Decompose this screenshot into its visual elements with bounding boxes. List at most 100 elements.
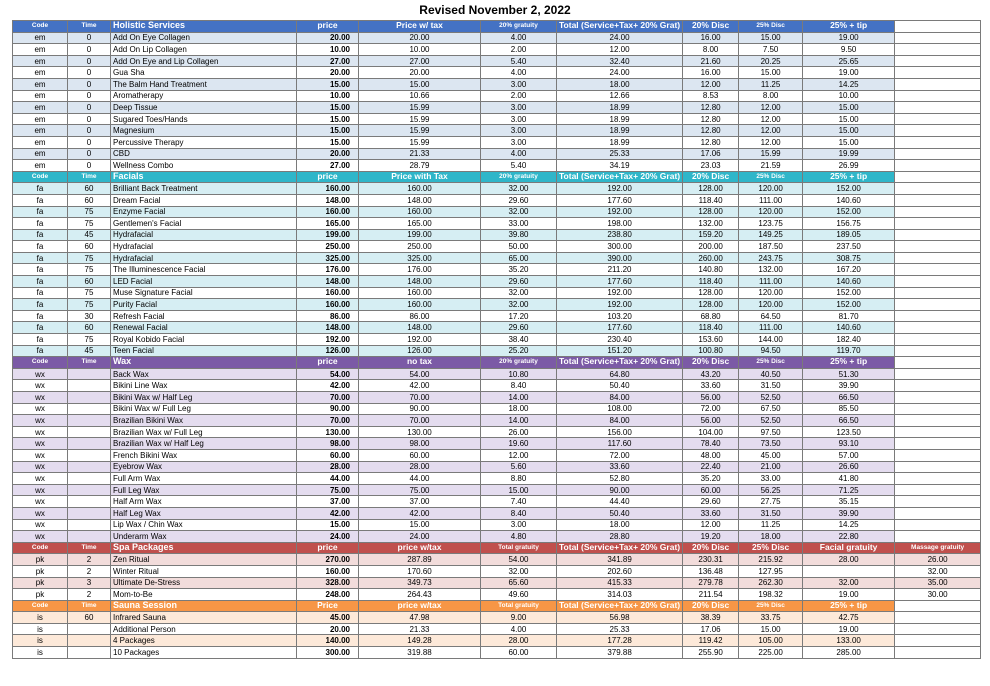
tip-cell: 167.20 <box>802 263 896 277</box>
price-tax-cell: 149.28 <box>358 634 481 648</box>
time-cell <box>67 437 111 450</box>
time-cell: 0 <box>67 66 111 79</box>
gratuity-cell: 14.00 <box>480 391 557 404</box>
tip-cell: 140.60 <box>802 193 896 207</box>
code-cell: em <box>12 147 68 161</box>
service-name-cell: Refresh Facial <box>110 309 297 323</box>
tip-cell: 14.25 <box>802 518 896 532</box>
time-cell <box>67 414 111 427</box>
code-cell: pk <box>12 553 68 566</box>
disc25-cell: 33.00 <box>738 472 804 485</box>
disc25-cell: 144.00 <box>738 333 804 346</box>
time-cell: 0 <box>67 89 111 103</box>
gratuity-cell: 7.40 <box>480 495 557 508</box>
gratuity-cell: 65.60 <box>480 576 557 590</box>
table-row: fa 75 The Illuminescence Facial 176.00 176.0… <box>12 263 982 277</box>
total-cell: 28.80 <box>555 530 684 543</box>
disc25-cell: 225.00 <box>738 646 804 659</box>
tip-cell: 26.60 <box>802 460 896 474</box>
tip-cell: 285.00 <box>802 646 896 659</box>
table-row: wx Half Leg Wax 42.00 42.00 8.40 50.40 33.60 31… <box>12 506 982 520</box>
code-cell: em <box>12 124 68 137</box>
header-gratuity: Total gratuity <box>480 541 557 555</box>
extra-cell <box>894 333 982 346</box>
total-cell: 314.03 <box>555 588 684 601</box>
total-cell: 18.00 <box>555 518 684 532</box>
disc20-cell: 140.80 <box>682 263 740 277</box>
code-cell: fa <box>12 309 68 323</box>
price-cell: 250.00 <box>296 240 359 253</box>
service-name-cell: Brazilian Bikini Wax <box>110 414 297 427</box>
gratuity-cell: 28.00 <box>480 634 557 648</box>
time-cell: 2 <box>67 553 111 566</box>
disc20-cell: 60.00 <box>682 483 740 497</box>
disc25-cell: 111.00 <box>738 321 804 335</box>
total-cell: 177.60 <box>555 275 684 288</box>
tip-cell: 15.00 <box>802 112 896 126</box>
table-row: fa 75 Gentlemen's Facial 165.00 165.00 33.00 1… <box>12 217 982 230</box>
total-cell: 379.88 <box>555 646 684 659</box>
price-cell: 27.00 <box>296 54 359 68</box>
price-tax-cell: 160.00 <box>358 205 481 219</box>
time-cell: 60 <box>67 611 111 624</box>
total-cell: 44.40 <box>555 495 684 508</box>
table-row: em 0 Wellness Combo 27.00 28.79 5.40 34.19 23.0… <box>12 159 982 172</box>
total-cell: 117.60 <box>555 437 684 450</box>
time-cell <box>67 425 111 439</box>
code-cell: wx <box>12 448 68 462</box>
price-tax-cell: 42.00 <box>358 506 481 520</box>
price-tax-cell: 130.00 <box>358 425 481 439</box>
table-row: em 0 The Balm Hand Treatment 15.00 15.00 3.00… <box>12 77 982 91</box>
total-cell: 177.60 <box>555 321 684 335</box>
disc25-cell: 105.00 <box>738 634 804 648</box>
price-sheet-body: Code Time Holistic Services price Price w/ t… <box>12 20 982 659</box>
disc20-cell: 200.00 <box>682 240 740 253</box>
price-cell: 160.00 <box>296 205 359 219</box>
gratuity-cell: 32.00 <box>480 298 557 311</box>
table-row: em 0 CBD 20.00 21.33 4.00 25.33 17.06 15.99 19.99 <box>12 147 982 161</box>
header-name: Wax <box>110 356 297 369</box>
total-cell: 177.28 <box>555 634 684 648</box>
code-cell: wx <box>12 414 68 427</box>
service-name-cell: Aromatherapy <box>110 89 297 103</box>
header-code: Code <box>12 541 68 555</box>
service-name-cell: Muse Signature Facial <box>110 286 297 300</box>
price-cell: 270.00 <box>296 553 359 566</box>
extra-cell <box>894 448 982 462</box>
price-cell: 325.00 <box>296 251 359 265</box>
tip-cell: 57.00 <box>802 448 896 462</box>
price-tax-cell: 192.00 <box>358 333 481 346</box>
price-cell: 20.00 <box>296 622 359 636</box>
gratuity-cell: 33.00 <box>480 217 557 230</box>
extra-cell <box>894 518 982 532</box>
header-extra <box>894 20 982 33</box>
header-gratuity: 20% gratuity <box>480 356 557 369</box>
tip-cell: 237.50 <box>802 240 896 253</box>
total-cell: 151.20 <box>555 344 684 358</box>
disc20-cell: 118.40 <box>682 321 740 335</box>
time-cell: 45 <box>67 344 111 358</box>
table-row: fa 45 Teen Facial 126.00 126.00 25.20 151.20 10… <box>12 344 982 358</box>
code-cell: fa <box>12 344 68 358</box>
tip-cell: 41.80 <box>802 472 896 485</box>
tip-cell: 10.00 <box>802 89 896 103</box>
disc25-cell: 120.00 <box>738 286 804 300</box>
price-tax-cell: 148.00 <box>358 193 481 207</box>
tip-cell: 66.50 <box>802 391 896 404</box>
code-cell: fa <box>12 298 68 311</box>
total-cell: 108.00 <box>555 402 684 416</box>
disc20-cell: 104.00 <box>682 425 740 439</box>
tip-cell: 42.75 <box>802 611 896 624</box>
total-cell: 24.00 <box>555 31 684 45</box>
header-total: Total (Service+Tax+ 20% Grat) <box>555 599 684 613</box>
table-row: wx Back Wax 54.00 54.00 10.80 64.80 43.20 40.50… <box>12 367 982 381</box>
price-tax-cell: 148.00 <box>358 275 481 288</box>
header-name: Holistic Services <box>110 20 297 33</box>
disc20-cell: 100.80 <box>682 344 740 358</box>
sheet-title: Revised November 2, 2022 <box>419 3 571 17</box>
disc20-cell: 128.00 <box>682 286 740 300</box>
gratuity-cell: 50.00 <box>480 240 557 253</box>
extra-cell <box>894 298 982 311</box>
extra-cell <box>894 77 982 91</box>
extra-cell: 30.00 <box>894 588 982 601</box>
